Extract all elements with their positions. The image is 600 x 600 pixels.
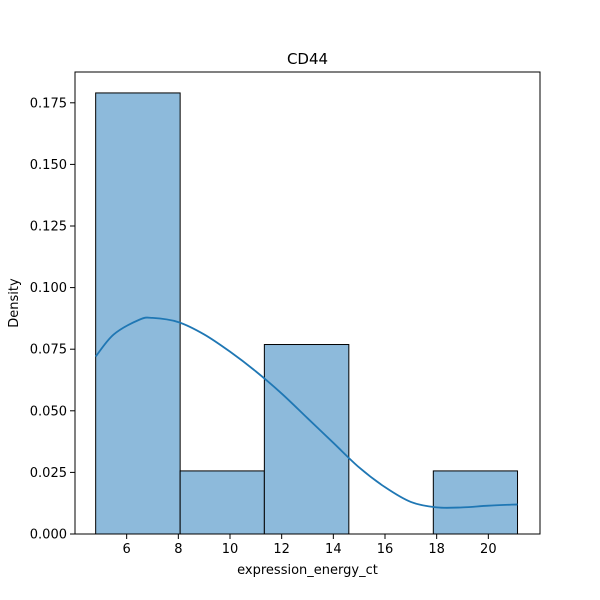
x-tick-label: 10 xyxy=(222,542,239,557)
chart-title: CD44 xyxy=(287,50,328,68)
x-tick-label: 20 xyxy=(480,542,497,557)
x-tick-label: 18 xyxy=(428,542,445,557)
x-tick-label: 16 xyxy=(377,542,394,557)
x-tick-label: 6 xyxy=(123,542,131,557)
y-axis-ticks: 0.000 0.025 0.050 0.075 0.100 0.125 0.150 0.175 xyxy=(30,96,75,543)
histogram-bar xyxy=(179,470,265,535)
histogram-bars xyxy=(95,92,519,535)
y-tick-label: 0.125 xyxy=(30,220,67,235)
histogram-bar xyxy=(263,344,350,535)
x-tick-label: 8 xyxy=(174,542,182,557)
histogram-bar xyxy=(432,470,519,535)
y-tick-label: 0.025 xyxy=(30,466,67,481)
y-axis-label: Density xyxy=(7,278,22,328)
y-tick-label: 0.075 xyxy=(30,343,67,358)
x-tick-label: 12 xyxy=(273,542,290,557)
plot-frame xyxy=(74,71,541,535)
y-tick-label: 0.175 xyxy=(30,96,67,111)
y-tick-label: 0.000 xyxy=(30,528,67,543)
y-tick-label: 0.100 xyxy=(30,281,67,296)
histogram-bar xyxy=(95,92,181,535)
x-tick-label: 14 xyxy=(325,542,342,557)
y-tick-label: 0.150 xyxy=(30,158,67,173)
x-axis-label: expression_energy_ct xyxy=(237,563,378,578)
kde-curve xyxy=(94,316,518,509)
x-axis-ticks: 6 8 10 12 14 16 18 20 xyxy=(123,534,497,557)
y-tick-label: 0.050 xyxy=(30,404,67,419)
